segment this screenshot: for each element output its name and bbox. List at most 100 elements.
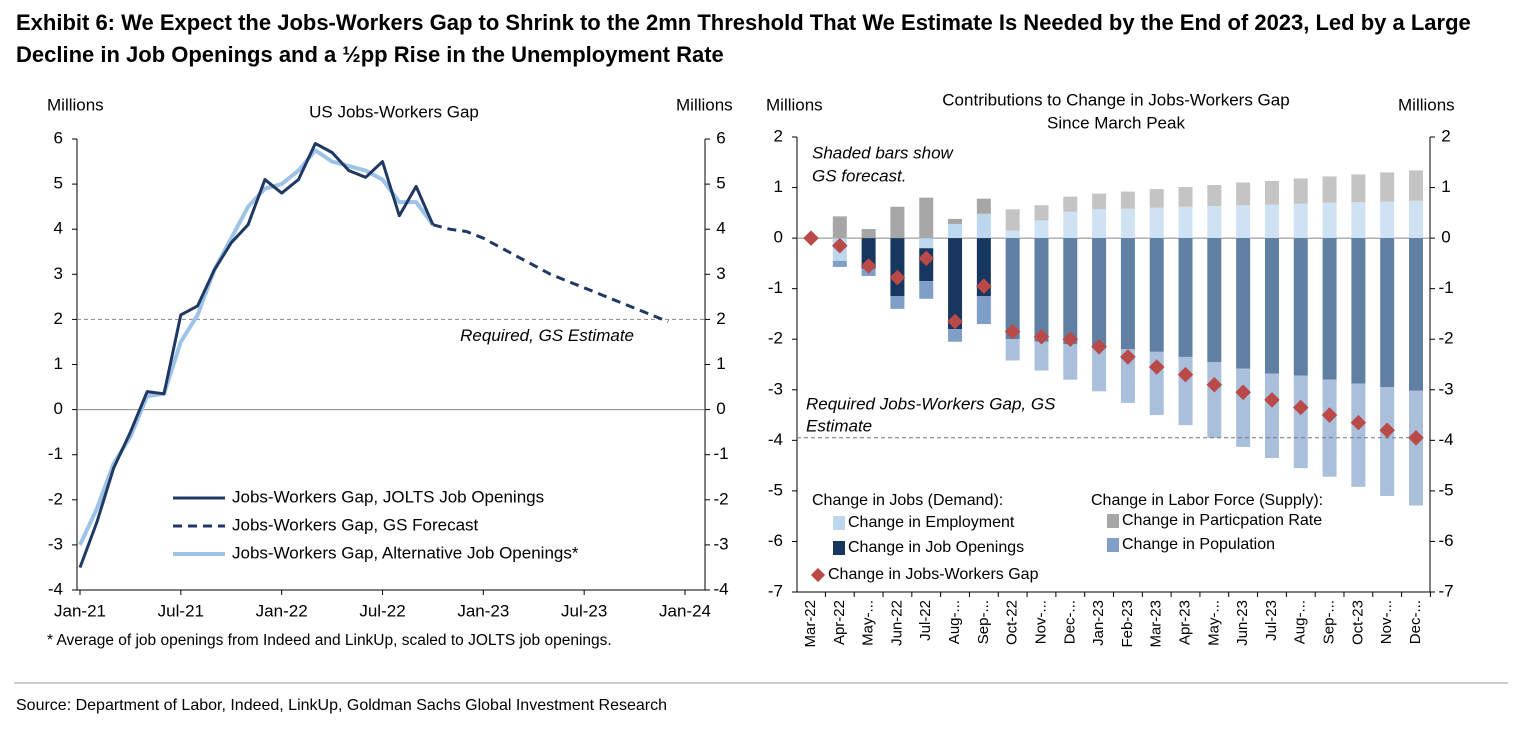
bar-segment bbox=[1322, 202, 1337, 239]
x-tick-label: Aug-... bbox=[946, 600, 963, 644]
annotation: GS forecast. bbox=[812, 166, 906, 185]
y2-tick-label: -4 bbox=[713, 579, 728, 598]
bar-segment bbox=[1149, 238, 1164, 352]
bar-segment bbox=[1293, 178, 1308, 204]
bar-segment bbox=[1236, 238, 1251, 369]
bar-segment bbox=[1005, 230, 1020, 239]
bar-segment bbox=[948, 223, 963, 239]
line-series bbox=[78, 142, 435, 569]
bar-segment bbox=[1264, 238, 1279, 374]
bar-segment bbox=[1063, 211, 1078, 239]
bar-segment bbox=[1149, 189, 1164, 208]
footnote: * Average of job openings from Indeed an… bbox=[47, 632, 612, 649]
y-tick-label: 3 bbox=[54, 264, 63, 283]
bar-segment bbox=[1293, 203, 1308, 239]
diamond-marker bbox=[1091, 339, 1107, 355]
bar-segment bbox=[1178, 206, 1193, 239]
y2-tick-label: -1 bbox=[1438, 278, 1453, 297]
x-tick-label: Jan-24 bbox=[659, 601, 711, 620]
bar-segment bbox=[1351, 383, 1366, 487]
bar-segment bbox=[1380, 172, 1395, 202]
y2-axis-label: Millions bbox=[1398, 95, 1455, 114]
bar-segment bbox=[976, 238, 991, 297]
bar-segment bbox=[919, 197, 934, 239]
diamond-marker bbox=[1350, 414, 1367, 431]
reference-label: Required, GS Estimate bbox=[460, 326, 634, 345]
bar-segment bbox=[976, 213, 991, 239]
y2-tick-label: 0 bbox=[1441, 228, 1450, 247]
y-tick-label: 2 bbox=[774, 126, 783, 145]
exhibit-title: Exhibit 6: We Expect the Jobs-Workers Ga… bbox=[16, 10, 1471, 35]
bar-segment bbox=[1063, 196, 1078, 212]
diamond-marker bbox=[1235, 384, 1251, 401]
diamond-marker bbox=[1379, 422, 1395, 439]
x-tick-label: Apr-23 bbox=[1176, 600, 1193, 645]
bar-segment bbox=[1120, 238, 1135, 350]
bar-segment bbox=[1005, 238, 1020, 340]
exhibit-title: Decline in Job Openings and a ½pp Rise i… bbox=[16, 42, 724, 67]
bar-segment bbox=[1207, 238, 1222, 362]
bar-segment bbox=[1207, 361, 1222, 438]
legend-swatch bbox=[1107, 538, 1119, 552]
legend-label: Jobs-Workers Gap, Alternative Job Openin… bbox=[232, 543, 579, 562]
bar-segment bbox=[832, 260, 847, 267]
x-tick-label: Jul-22 bbox=[917, 600, 934, 641]
bar-segment bbox=[1005, 339, 1020, 361]
bar-segment bbox=[1264, 180, 1279, 205]
x-tick-label: Nov-... bbox=[1378, 600, 1395, 644]
x-tick-label: Aug-... bbox=[1292, 600, 1309, 644]
bar-segment bbox=[1207, 206, 1222, 239]
bar-segment bbox=[1409, 238, 1423, 391]
y2-tick-label: -3 bbox=[713, 534, 728, 553]
bar-segment bbox=[1120, 191, 1135, 209]
y-tick-label: -1 bbox=[48, 444, 63, 463]
bar-segment bbox=[1351, 174, 1366, 203]
y-tick-label: 4 bbox=[54, 219, 63, 238]
bar-segment bbox=[1178, 187, 1193, 207]
x-tick-label: Sep-... bbox=[1321, 600, 1338, 644]
bar-segment bbox=[1092, 346, 1107, 392]
reference-label: Estimate bbox=[806, 416, 872, 435]
bar-segment bbox=[1380, 387, 1395, 496]
x-tick-label: Jun-22 bbox=[888, 600, 905, 646]
y-tick-label: 1 bbox=[774, 177, 783, 196]
bar-segment bbox=[1293, 238, 1308, 376]
annotation: Shaded bars show bbox=[812, 143, 955, 162]
y2-tick-label: 6 bbox=[716, 128, 725, 147]
bar-segment bbox=[948, 218, 963, 224]
y2-tick-label: -4 bbox=[1438, 430, 1453, 449]
legend-group-title: Change in Jobs (Demand): bbox=[812, 492, 1003, 509]
y2-tick-label: 1 bbox=[1441, 177, 1450, 196]
x-tick-label: Jul-22 bbox=[359, 601, 405, 620]
diamond-marker bbox=[1206, 376, 1223, 393]
y2-tick-label: -1 bbox=[713, 444, 728, 463]
bar-segment bbox=[1236, 205, 1251, 239]
y-tick-label: 0 bbox=[54, 399, 63, 418]
bar-segment bbox=[1380, 238, 1395, 388]
bar-segment bbox=[1409, 200, 1423, 239]
line-series bbox=[78, 148, 435, 546]
bar-segment bbox=[890, 238, 905, 297]
bar-segment bbox=[1063, 344, 1078, 380]
bar-segment bbox=[1322, 379, 1337, 477]
y2-tick-label: 0 bbox=[716, 399, 725, 418]
source: Source: Department of Labor, Indeed, Lin… bbox=[16, 697, 667, 714]
legend-label: Change in Job Openings bbox=[848, 539, 1024, 556]
y2-tick-label: -2 bbox=[713, 489, 728, 508]
x-tick-label: Jul-23 bbox=[1263, 600, 1280, 641]
bar-segment bbox=[948, 238, 963, 330]
x-tick-label: Oct-22 bbox=[1004, 600, 1021, 645]
bar-segment bbox=[976, 296, 991, 325]
y2-axis-label: Millions bbox=[676, 95, 733, 114]
bar-segment bbox=[861, 229, 876, 239]
x-tick-label: Dec-... bbox=[1061, 600, 1078, 644]
diamond-marker bbox=[1408, 430, 1424, 446]
line-series bbox=[432, 223, 669, 324]
x-tick-label: May-... bbox=[860, 600, 877, 646]
x-tick-label: Feb-23 bbox=[1119, 600, 1136, 648]
legend-group-title: Change in Labor Force (Supply): bbox=[1091, 492, 1323, 509]
x-tick-label: Jul-23 bbox=[561, 601, 607, 620]
legend-swatch bbox=[833, 541, 845, 555]
legend-label: Jobs-Workers Gap, GS Forecast bbox=[232, 515, 479, 534]
